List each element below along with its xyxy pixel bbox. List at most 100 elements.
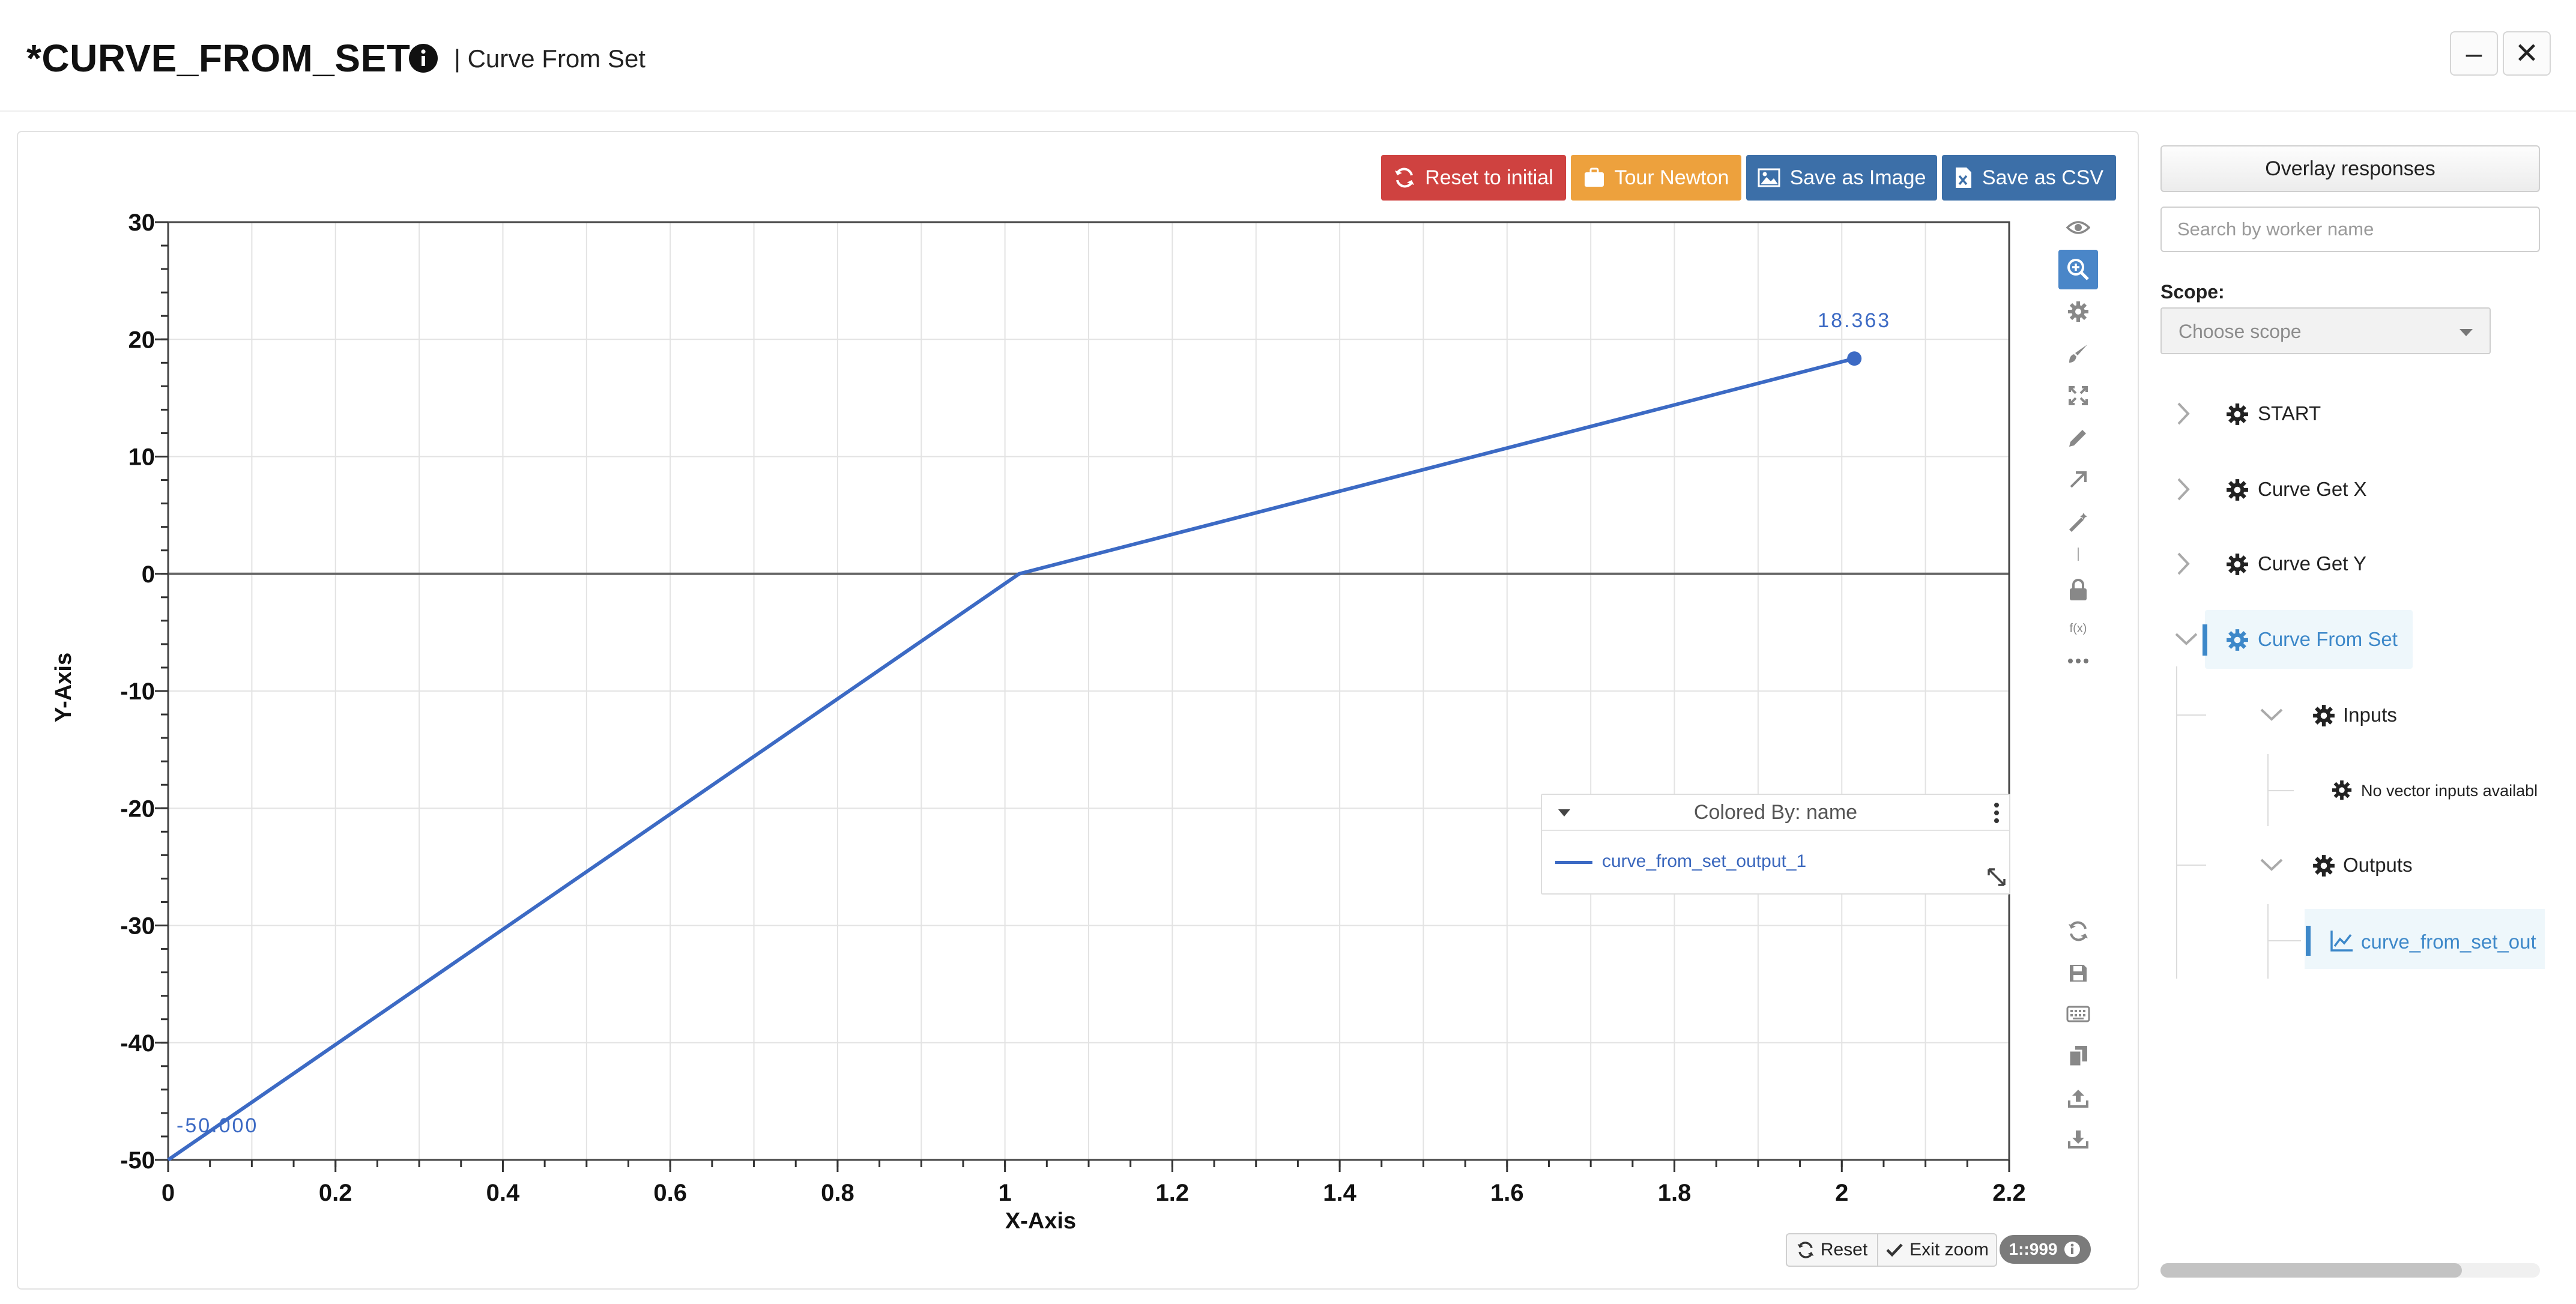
arrow-icon (2070, 471, 2087, 488)
chevron-right-icon[interactable] (2176, 477, 2191, 502)
more-options-button[interactable] (2058, 641, 2098, 681)
info-icon[interactable] (407, 42, 440, 74)
tree-node-inputs[interactable]: Inputs (2343, 704, 2397, 726)
gear-icon (2313, 705, 2335, 726)
tree-node-no-inputs: No vector inputs availabl (2361, 782, 2538, 800)
zoom-ratio-label: 1::999 (2009, 1240, 2058, 1258)
gear-icon (2332, 780, 2352, 800)
check-icon (1886, 1243, 1903, 1257)
zoom-reset-button[interactable]: Reset (1786, 1233, 1878, 1267)
kebab-menu-icon[interactable] (1994, 802, 2000, 824)
zoom-in-icon (2067, 259, 2089, 280)
refresh-chart-button[interactable] (2058, 911, 2098, 951)
tree-guide-line (2176, 865, 2206, 866)
function-button[interactable]: f(x) (2058, 609, 2098, 648)
chevron-down-icon[interactable] (2259, 707, 2284, 722)
tour-newton-button[interactable]: Tour Newton (1571, 155, 1741, 201)
tree-node-curve-get-x[interactable]: Curve Get X (2258, 478, 2367, 500)
fit-to-view-button[interactable] (2058, 376, 2098, 415)
refresh-icon (1395, 168, 1415, 188)
tree-guide-line (2267, 904, 2269, 979)
legend-header: Colored By: name (1542, 795, 2009, 831)
title-divider (0, 110, 2576, 112)
tree-node-curve-get-y[interactable]: Curve Get Y (2258, 552, 2366, 575)
chevron-right-icon[interactable] (2176, 401, 2191, 426)
chevron-down-icon[interactable] (2174, 632, 2199, 646)
tour-newton-label: Tour Newton (1614, 166, 1729, 189)
more-icon (2068, 659, 2088, 663)
gear-icon (2227, 554, 2248, 575)
save-as-csv-label: Save as CSV (1982, 166, 2104, 189)
keyboard-icon (2066, 1006, 2090, 1022)
refresh-icon (2069, 921, 2088, 941)
magic-tool-button[interactable] (2058, 502, 2098, 542)
brush-tool-button[interactable] (2058, 334, 2098, 373)
suitcase-icon (1584, 168, 1604, 187)
worker-search-input[interactable] (2160, 207, 2540, 252)
chevron-down-icon (2460, 329, 2473, 336)
horizontal-scrollbar-thumb[interactable] (2160, 1263, 2462, 1278)
tree-node-start[interactable]: START (2258, 402, 2321, 424)
reset-to-initial-button[interactable]: Reset to initial (1381, 155, 1566, 201)
refresh-icon (1797, 1242, 1814, 1258)
copy-icon (2068, 1046, 2087, 1067)
download-icon (2068, 1130, 2088, 1149)
gear-icon (2227, 403, 2248, 425)
legend-title: Colored By: name (1693, 801, 1858, 824)
settings-button[interactable] (2058, 292, 2098, 331)
output-selection-bar (2306, 926, 2311, 956)
save-icon (2070, 965, 2087, 982)
legend-swatch (1555, 861, 1592, 864)
minimize-button[interactable]: – (2450, 31, 2498, 76)
upload-icon (2068, 1090, 2088, 1108)
gear-icon (2227, 479, 2248, 501)
image-icon (1758, 168, 1780, 187)
zoom-tool-button[interactable] (2058, 250, 2098, 289)
tree-guide-line (2176, 714, 2206, 716)
tree-node-outputs[interactable]: Outputs (2343, 854, 2413, 876)
draw-tool-button[interactable] (2058, 418, 2098, 457)
info-icon (2064, 1242, 2081, 1257)
save-as-image-button[interactable]: Save as Image (1746, 155, 1937, 201)
close-icon: ✕ (2514, 38, 2539, 70)
copy-button[interactable] (2058, 1036, 2098, 1076)
arrow-tool-button[interactable] (2058, 460, 2098, 500)
lock-icon (2070, 579, 2087, 600)
scope-select-value: Choose scope (2178, 321, 2302, 342)
save-chart-button[interactable] (2058, 953, 2098, 993)
download-button[interactable] (2058, 1119, 2098, 1159)
gear-icon (2068, 301, 2088, 322)
overlay-responses-button[interactable]: Overlay responses (2160, 145, 2540, 192)
eye-icon (2066, 221, 2090, 234)
zoom-reset-label: Reset (1820, 1240, 1868, 1260)
legend-entry[interactable]: curve_from_set_output_1 (1602, 851, 1807, 871)
upload-button[interactable] (2058, 1078, 2098, 1118)
exit-zoom-button[interactable]: Exit zoom (1877, 1233, 1997, 1267)
lock-button[interactable] (2058, 570, 2098, 610)
chart-legend[interactable]: Colored By: name curve_from_set_output_1 (1541, 794, 2010, 895)
keyboard-button[interactable] (2058, 994, 2098, 1034)
tree-guide-line (2176, 666, 2177, 979)
tree-guide-line (2267, 940, 2301, 941)
chevron-down-icon[interactable] (2259, 857, 2284, 872)
gear-icon (2227, 629, 2248, 651)
chevron-right-icon[interactable] (2176, 551, 2191, 576)
resize-handle-icon[interactable] (1986, 867, 2007, 887)
caret-down-icon[interactable] (1558, 808, 1571, 818)
tree-node-output-item[interactable]: curve_from_set_out (2361, 931, 2536, 953)
exit-zoom-label: Exit zoom (1909, 1240, 1989, 1260)
toggle-visibility-button[interactable] (2058, 208, 2098, 247)
magic-wand-icon (2069, 513, 2087, 532)
function-icon: f(x) (2069, 621, 2087, 635)
line-chart-icon (2330, 931, 2353, 952)
tree-node-curve-from-set[interactable]: Curve From Set (2258, 628, 2398, 650)
pencil-icon (2069, 430, 2086, 447)
window-title: *CURVE_FROM_SET (26, 37, 411, 80)
scope-select[interactable]: Choose scope (2160, 307, 2491, 354)
close-button[interactable]: ✕ (2503, 31, 2551, 76)
toolbar-separator (2078, 548, 2079, 561)
save-as-image-label: Save as Image (1789, 166, 1926, 189)
csv-file-icon (1955, 168, 1971, 188)
reset-to-initial-label: Reset to initial (1425, 166, 1553, 189)
save-as-csv-button[interactable]: Save as CSV (1942, 155, 2116, 201)
